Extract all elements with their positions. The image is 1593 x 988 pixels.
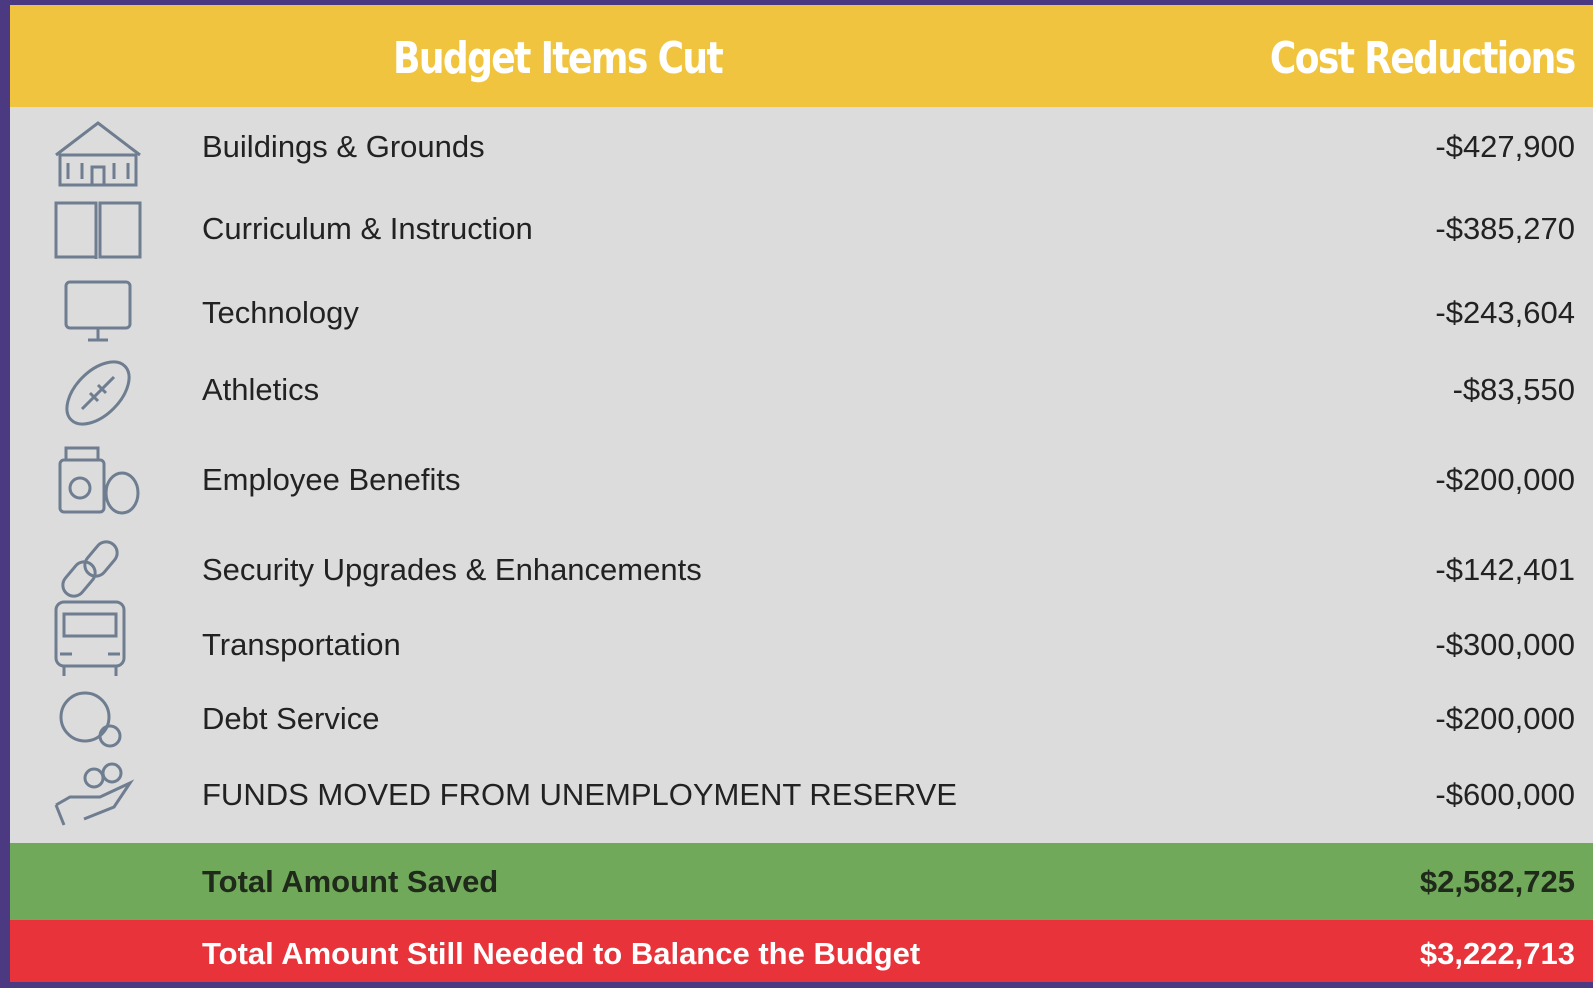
budget-row: Debt Service -$200,000: [10, 699, 1593, 739]
budget-row: Athletics -$83,550: [10, 370, 1593, 410]
item-amount: -$385,270: [1435, 211, 1575, 246]
football-icon: [65, 360, 131, 426]
row-icons: [54, 121, 142, 826]
budget-row: Buildings & Grounds -$427,900: [10, 127, 1593, 167]
budget-row: Employee Benefits -$200,000: [10, 460, 1593, 500]
item-amount: -$600,000: [1435, 777, 1575, 812]
bus-icon: [54, 600, 126, 676]
budget-row: Transportation -$300,000: [10, 625, 1593, 665]
item-amount: -$83,550: [1452, 372, 1575, 407]
total-saved-amount: $2,582,725: [1419, 864, 1575, 899]
item-label: Curriculum & Instruction: [202, 211, 533, 246]
item-amount: -$200,000: [1435, 701, 1575, 736]
budget-row: Curriculum & Instruction -$385,270: [10, 209, 1593, 249]
item-label: Debt Service: [202, 701, 380, 736]
medicine-icon: [58, 446, 140, 515]
budget-row: Security Upgrades & Enhancements -$142,40…: [10, 550, 1593, 590]
item-label: Buildings & Grounds: [202, 129, 485, 164]
item-amount: -$427,900: [1435, 129, 1575, 164]
chain-icon: [61, 540, 119, 598]
item-column-title: Budget Items Cut: [393, 33, 724, 84]
still-needed-row: Total Amount Still Needed to Balance the…: [10, 920, 1593, 982]
item-label: Employee Benefits: [202, 462, 461, 497]
book-icon: [54, 201, 142, 259]
building-icon: [55, 121, 141, 187]
item-label: Security Upgrades & Enhancements: [202, 552, 702, 587]
item-label: Athletics: [202, 372, 320, 407]
still-needed-label: Total Amount Still Needed to Balance the…: [202, 936, 921, 971]
hand-coins-icon: [54, 762, 135, 826]
monitor-icon: [64, 280, 132, 342]
budget-row: FUNDS MOVED FROM UNEMPLOYMENT RESERVE -$6…: [10, 775, 1593, 815]
total-saved-row: Total Amount Saved $2,582,725: [10, 843, 1593, 920]
item-amount: -$300,000: [1435, 627, 1575, 662]
budget-table: Budget Items Cut Cost Reductions Total A…: [10, 5, 1593, 982]
item-label: FUNDS MOVED FROM UNEMPLOYMENT RESERVE: [202, 777, 958, 812]
item-amount: -$142,401: [1435, 552, 1575, 587]
amount-column-title: Cost Reductions: [1270, 33, 1576, 84]
item-label: Transportation: [202, 627, 401, 662]
item-amount: -$200,000: [1435, 462, 1575, 497]
item-label: Technology: [202, 295, 359, 330]
still-needed-amount: $3,222,713: [1419, 936, 1575, 971]
total-saved-label: Total Amount Saved: [202, 864, 499, 899]
item-amount: -$243,604: [1435, 295, 1575, 330]
table-header: Budget Items Cut Cost Reductions: [10, 5, 1593, 107]
coin-gear-icon: [59, 691, 122, 748]
budget-row: Technology -$243,604: [10, 293, 1593, 333]
